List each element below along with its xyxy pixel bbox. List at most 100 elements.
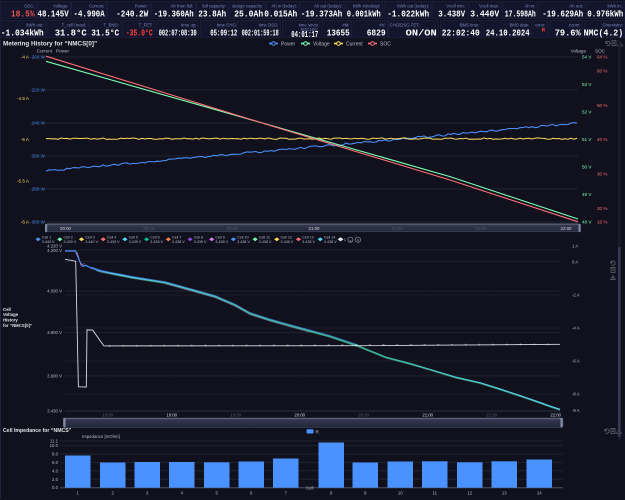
svg-text:-5 A: -5 A bbox=[21, 137, 30, 142]
svg-text:-8 A: -8 A bbox=[572, 392, 580, 397]
svg-text:Ah in (today):: Ah in (today): bbox=[271, 3, 297, 8]
svg-text:Ah from full:: Ah from full: bbox=[171, 3, 194, 8]
svg-text:3.438 V: 3.438 V bbox=[150, 240, 163, 244]
svg-text:CHG/DSG FET:: CHG/DSG FET: bbox=[390, 22, 420, 27]
svg-text:0.015Ah: 0.015Ah bbox=[264, 8, 297, 19]
svg-text:R: R bbox=[316, 429, 320, 434]
svg-text:Ah out (today):: Ah out (today): bbox=[314, 3, 342, 8]
svg-text:for “NMCS[0]”: for “NMCS[0]” bbox=[3, 323, 32, 328]
svg-text:full capacity:: full capacity: bbox=[202, 3, 226, 8]
svg-text:3.800 V: 3.800 V bbox=[47, 330, 62, 335]
svg-text:52 V: 52 V bbox=[582, 110, 592, 115]
svg-text:8.0: 8.0 bbox=[52, 452, 59, 457]
svg-text:kWh in(today):: kWh in(today): bbox=[353, 3, 381, 8]
svg-text:time DSG:: time DSG: bbox=[259, 22, 279, 27]
svg-text:1 A: 1 A bbox=[572, 243, 578, 248]
svg-text:Vcell max:: Vcell max: bbox=[479, 3, 499, 8]
svg-text:Cell 14: Cell 14 bbox=[324, 236, 335, 240]
svg-text:13: 13 bbox=[502, 491, 507, 496]
svg-text:16 %: 16 % bbox=[597, 220, 607, 225]
svg-text:2: 2 bbox=[112, 491, 115, 496]
svg-text:19:30: 19:30 bbox=[230, 412, 241, 417]
svg-text:20:30: 20:30 bbox=[358, 412, 369, 417]
svg-text:30 %: 30 % bbox=[597, 172, 607, 177]
svg-text:64 %: 64 % bbox=[597, 55, 607, 60]
svg-text:6.0: 6.0 bbox=[52, 460, 59, 465]
svg-text:SOC:: SOC: bbox=[24, 3, 35, 8]
svg-text:-200 W: -200 W bbox=[30, 55, 45, 60]
svg-text:10: 10 bbox=[398, 491, 403, 496]
svg-text:design capacity:: design capacity: bbox=[232, 3, 263, 8]
svg-text:Voltage:: Voltage: bbox=[53, 3, 69, 8]
svg-text:time CHG:: time CHG: bbox=[217, 22, 237, 27]
svg-text:3.440 V: 3.440 V bbox=[42, 240, 55, 244]
svg-text:Current:: Current: bbox=[89, 3, 105, 8]
svg-text:04:01:17: 04:01:17 bbox=[291, 29, 318, 40]
svg-text:50 V: 50 V bbox=[582, 165, 592, 170]
svg-text:11.1: 11.1 bbox=[50, 439, 59, 444]
svg-text:Cell 6: Cell 6 bbox=[150, 236, 159, 240]
svg-text:time since: time since bbox=[299, 22, 319, 27]
svg-text:Cell 7: Cell 7 bbox=[172, 236, 181, 240]
svg-text:T_BMS:: T_BMS: bbox=[103, 22, 119, 27]
svg-text:Cell 5: Cell 5 bbox=[129, 236, 138, 240]
svg-text:3.439 V: 3.439 V bbox=[107, 240, 120, 244]
svg-text:Metering History for “NMCS[0]”: Metering History for “NMCS[0]” bbox=[3, 41, 97, 48]
svg-text:Cell 10: Cell 10 bbox=[237, 236, 248, 240]
svg-text:T_cell (max):: T_cell (max): bbox=[62, 22, 87, 27]
svg-text:NMC(4.2): NMC(4.2) bbox=[584, 27, 624, 38]
svg-text:-240 W: -240 W bbox=[30, 121, 45, 126]
svg-text:#V:: #V: bbox=[379, 22, 385, 27]
svg-text:9: 9 bbox=[364, 491, 367, 496]
svg-text:BMS time:: BMS time: bbox=[460, 22, 480, 27]
svg-text:Cell 3: Cell 3 bbox=[85, 236, 94, 240]
svg-text:Cell 4: Cell 4 bbox=[107, 236, 116, 240]
svg-text:Current: Current bbox=[37, 49, 53, 54]
svg-text:18:30: 18:30 bbox=[102, 412, 113, 417]
svg-text:Chemistry:: Chemistry: bbox=[602, 22, 623, 27]
svg-text:3.438 V: 3.438 V bbox=[237, 240, 250, 244]
svg-text:13655: 13655 bbox=[327, 27, 350, 38]
svg-text:-1.022kWh: -1.022kWh bbox=[387, 8, 429, 19]
svg-text:20:00: 20:00 bbox=[294, 412, 305, 417]
svg-text:▲: ▲ bbox=[349, 238, 352, 242]
svg-text:SOC: SOC bbox=[380, 41, 391, 47]
svg-text:3.430 V: 3.430 V bbox=[47, 409, 62, 414]
svg-text:3.438V: 3.438V bbox=[438, 8, 465, 19]
svg-text:Cell 8: Cell 8 bbox=[194, 236, 203, 240]
svg-text:-9 A: -9 A bbox=[572, 408, 580, 413]
svg-text:20:20: 20:20 bbox=[143, 226, 155, 231]
svg-text:3.438 V: 3.438 V bbox=[172, 240, 185, 244]
svg-text:05:09:12: 05:09:12 bbox=[210, 27, 237, 38]
svg-text:3.438 V: 3.438 V bbox=[215, 240, 228, 244]
svg-text:Cell: Cell bbox=[3, 307, 11, 312]
svg-text:18.5%: 18.5% bbox=[11, 8, 35, 19]
svg-text:Impedance [mOhm]: Impedance [mOhm] bbox=[82, 434, 120, 439]
svg-text:Cell 13: Cell 13 bbox=[302, 236, 313, 240]
svg-text:Cell Impedance for “NMCS”: Cell Impedance for “NMCS” bbox=[3, 428, 72, 434]
svg-text:-220 W: -220 W bbox=[30, 88, 45, 93]
svg-text:20:00: 20:00 bbox=[60, 226, 72, 231]
svg-text:3.600 V: 3.600 V bbox=[47, 374, 62, 379]
svg-text:4.000 V: 4.000 V bbox=[47, 289, 62, 294]
svg-text:12: 12 bbox=[467, 491, 472, 496]
svg-text:3.440 V: 3.440 V bbox=[85, 240, 98, 244]
svg-text:31.8°C: 31.8°C bbox=[55, 27, 87, 38]
svg-text:Voltage: Voltage bbox=[313, 41, 330, 47]
svg-text:Cell 12: Cell 12 bbox=[281, 236, 292, 240]
svg-text:Power:: Power: bbox=[135, 3, 148, 8]
svg-text:Cell 1: Cell 1 bbox=[42, 236, 51, 240]
svg-text:SOC100:: SOC100: bbox=[300, 27, 318, 32]
svg-text:Cell 11: Cell 11 bbox=[259, 236, 270, 240]
svg-text:3.440V: 3.440V bbox=[470, 8, 499, 19]
svg-text:3.439 V: 3.439 V bbox=[194, 240, 207, 244]
svg-text:Voltage: Voltage bbox=[571, 49, 587, 54]
svg-text:22:02:40: 22:02:40 bbox=[442, 27, 480, 38]
svg-text:Cell 2: Cell 2 bbox=[64, 236, 73, 240]
svg-text:51 V: 51 V bbox=[582, 137, 592, 142]
svg-text:6: 6 bbox=[250, 491, 253, 496]
svg-text:History: History bbox=[3, 318, 18, 323]
svg-text:R: R bbox=[542, 27, 546, 34]
svg-text:Voltage: Voltage bbox=[3, 312, 19, 317]
svg-text:-4 A: -4 A bbox=[21, 55, 30, 60]
